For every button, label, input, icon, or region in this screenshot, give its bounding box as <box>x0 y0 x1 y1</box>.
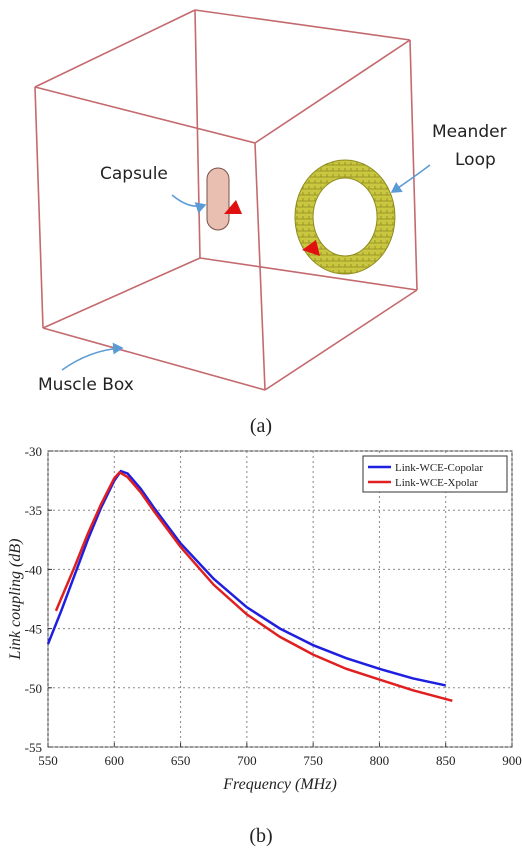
y-tick-label: -50 <box>25 681 42 696</box>
arrow <box>62 348 122 370</box>
y-tick-label: -40 <box>25 562 42 577</box>
caption: (a) <box>250 415 272 437</box>
label: Meander <box>432 122 507 142</box>
y-tick-label: -55 <box>25 740 42 755</box>
x-tick-label: 650 <box>171 753 191 768</box>
label: Loop <box>455 150 496 170</box>
x-tick-label: 850 <box>436 753 456 768</box>
y-tick-label: -35 <box>25 503 42 518</box>
x-tick-label: 900 <box>502 753 522 768</box>
y-axis-label: Link coupling (dB) <box>7 539 24 661</box>
x-tick-label: 600 <box>105 753 125 768</box>
y-tick-label: -45 <box>25 622 42 637</box>
label: Muscle Box <box>38 375 134 395</box>
caption: (b) <box>249 825 272 847</box>
x-tick-label: 800 <box>370 753 390 768</box>
plot-area <box>48 451 512 747</box>
x-axis-label: Frequency (MHz) <box>222 776 337 793</box>
arrow <box>392 165 430 192</box>
x-tick-label: 750 <box>303 753 323 768</box>
x-tick-label: 700 <box>237 753 257 768</box>
capsule <box>207 168 242 230</box>
figure: Capsule Meander Loop Muscle Box (a) (b) … <box>0 0 522 854</box>
y-tick-label: -30 <box>25 444 42 459</box>
meander-loop <box>295 160 395 274</box>
chart: 550 600 650 700 750 800 850 900 -55 -50 -45 -40 -35 -… <box>7 444 522 793</box>
x-tick-label: 550 <box>38 753 58 768</box>
legend-label: Link-WCE-Copolar <box>395 462 483 474</box>
arrow <box>172 195 205 206</box>
legend-label: Link-WCE-Xpolar <box>395 477 478 489</box>
label: Capsule <box>100 164 168 184</box>
